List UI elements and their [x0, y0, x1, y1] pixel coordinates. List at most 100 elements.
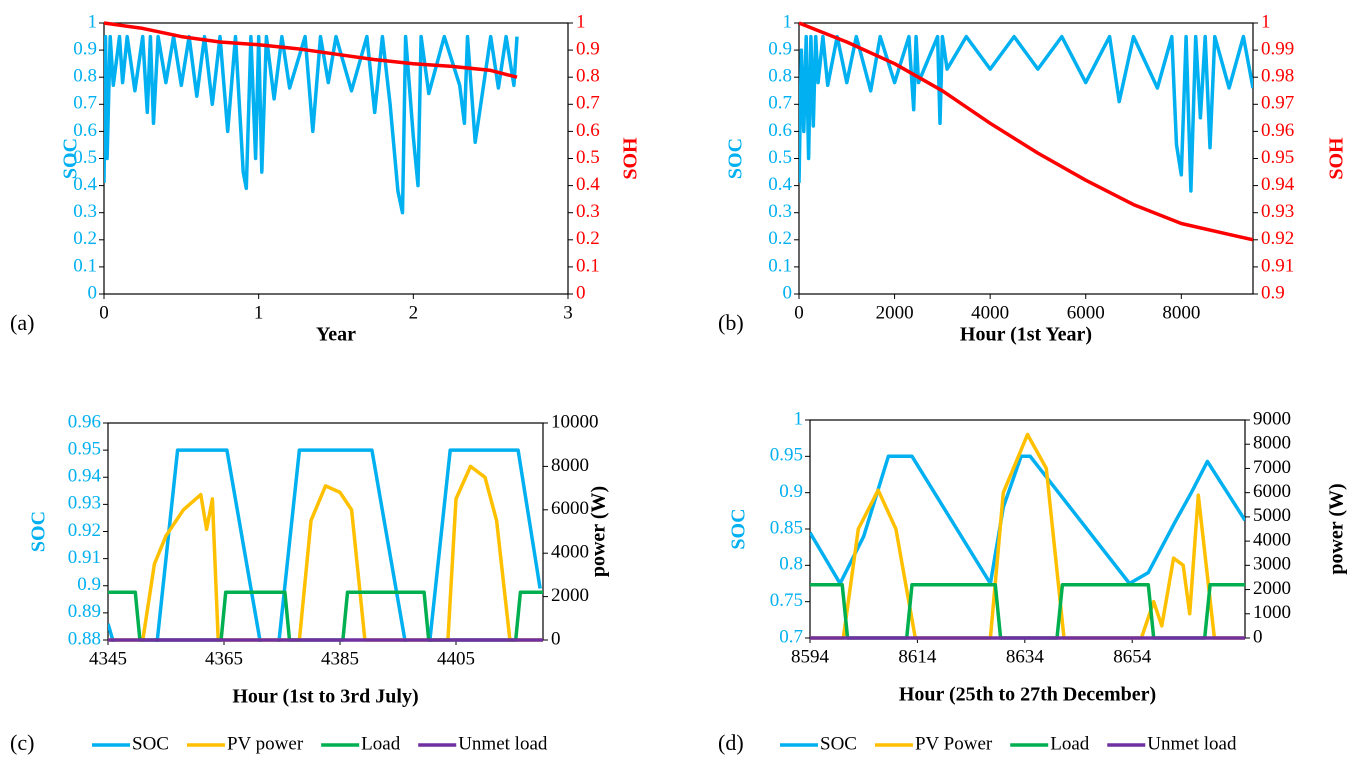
y-tick-label: 0.1 [768, 255, 792, 276]
y-tick-label: 0.8 [768, 66, 792, 87]
x-tick-label: 2 [409, 302, 419, 323]
y-tick-label: 1 [794, 408, 804, 429]
y-tick-label: 1 [783, 11, 793, 32]
y2-tick-label: 0.1 [576, 255, 600, 276]
y2-tick-label: 0.96 [1261, 120, 1294, 141]
y2-tick-label: 0.94 [1261, 174, 1295, 195]
y-tick-label: 0.95 [770, 445, 803, 466]
x-tick-label: 6000 [1067, 302, 1105, 323]
series-line [108, 464, 543, 642]
y2-tick-label: 4000 [551, 542, 589, 563]
y2-tick-label: 8000 [551, 455, 589, 476]
y2-tick-label: 2000 [551, 585, 589, 606]
plot-frame [809, 419, 1246, 639]
y-tick-label: 0.89 [68, 601, 101, 622]
x-tick-label: 4345 [89, 648, 127, 669]
x-tick-label: 4000 [971, 302, 1009, 323]
legend-label: SOC [132, 733, 169, 754]
y2-tick-label: 0.91 [1261, 255, 1294, 276]
x-tick-label: 1 [254, 302, 264, 323]
legend-label: SOC [820, 733, 857, 754]
series-line [810, 582, 1245, 640]
y2-tick-label: 0.95 [1261, 147, 1294, 168]
y-tick-label: 0 [88, 282, 98, 303]
y2-tick-label: 0.2 [576, 228, 600, 249]
y-axis-label: SOC [28, 511, 50, 552]
y2-tick-label: 7000 [1253, 457, 1291, 478]
x-tick-label: 8654 [1113, 646, 1152, 667]
series-line [799, 34, 1253, 193]
y2-axis-label: SOH [620, 137, 642, 180]
y-axis-label: SOC [725, 138, 747, 179]
x-tick-label: 4385 [321, 648, 359, 669]
legend-label: Unmet load [1147, 733, 1237, 754]
series-line [810, 454, 1245, 586]
y2-tick-label: 1000 [1253, 602, 1291, 623]
y-tick-label: 0.9 [768, 38, 792, 59]
y2-tick-label: 0.8 [576, 66, 600, 87]
y-tick-label: 0.95 [68, 438, 101, 459]
y-axis-label: SOC [60, 138, 82, 179]
y2-tick-label: 0.4 [576, 174, 600, 195]
y-tick-label: 0.6 [73, 120, 97, 141]
legend-label: Unmet load [458, 733, 548, 754]
y2-tick-label: 2000 [1253, 578, 1291, 599]
y2-tick-label: 0.7 [576, 93, 600, 114]
y2-tick-label: 1 [1261, 11, 1271, 32]
panel-label: (a) [10, 310, 34, 335]
y2-tick-label: 0.99 [1261, 38, 1294, 59]
panel-label: (c) [10, 730, 34, 755]
y2-tick-label: 5000 [1253, 505, 1291, 526]
y-tick-label: 0.2 [73, 228, 97, 249]
y2-tick-label: 0.5 [576, 147, 600, 168]
x-axis-label: Hour (25th to 27th December) [899, 684, 1156, 706]
y2-tick-label: 6000 [551, 498, 589, 519]
y-tick-label: 0.7 [768, 93, 792, 114]
y2-tick-label: 6000 [1253, 481, 1291, 502]
y2-tick-label: 10000 [551, 411, 599, 432]
x-axis-label: Hour (1st Year) [960, 324, 1092, 346]
y2-tick-label: 4000 [1253, 529, 1291, 550]
y-tick-label: 0.7 [779, 626, 803, 647]
x-tick-label: 4365 [205, 648, 243, 669]
x-axis-label: Year [316, 324, 356, 346]
y-tick-label: 0.4 [768, 174, 792, 195]
y-tick-label: 0.3 [73, 201, 97, 222]
series-line [810, 432, 1245, 640]
y-tick-label: 0.4 [73, 174, 97, 195]
y-tick-label: 1 [88, 11, 98, 32]
y-tick-label: 0.91 [68, 547, 101, 568]
series-line [108, 448, 542, 642]
y-tick-label: 0.2 [768, 228, 792, 249]
series-line [799, 21, 1253, 242]
y2-tick-label: 0.93 [1261, 201, 1294, 222]
y2-axis-label: power (W) [588, 486, 610, 577]
legend-label: Load [361, 733, 401, 754]
y-tick-label: 0.93 [68, 493, 101, 514]
y-tick-label: 0.8 [779, 554, 803, 575]
x-tick-label: 4405 [437, 648, 475, 669]
y-tick-label: 0.85 [770, 517, 803, 538]
y-tick-label: 0.3 [768, 201, 792, 222]
legend-label: PV Power [915, 733, 993, 754]
plot-frame [107, 422, 544, 641]
y-tick-label: 0.88 [68, 628, 101, 649]
y-tick-label: 0.7 [73, 93, 97, 114]
y2-tick-label: 0.92 [1261, 228, 1294, 249]
series-line [108, 590, 543, 642]
y2-tick-label: 8000 [1253, 433, 1291, 454]
y-tick-label: 0.9 [779, 481, 803, 502]
y2-tick-label: 0.98 [1261, 66, 1294, 87]
y2-tick-label: 0 [576, 282, 586, 303]
y2-tick-label: 0.9 [1261, 282, 1285, 303]
x-tick-label: 2000 [876, 302, 914, 323]
x-tick-label: 8594 [791, 646, 830, 667]
panel-label: (b) [718, 310, 744, 335]
x-axis-label: Hour (1st to 3rd July) [232, 686, 418, 708]
x-tick-label: 8614 [898, 646, 937, 667]
series-line [104, 21, 518, 79]
x-tick-label: 3 [563, 302, 573, 323]
x-tick-label: 8000 [1162, 302, 1200, 323]
x-tick-label: 0 [99, 302, 109, 323]
